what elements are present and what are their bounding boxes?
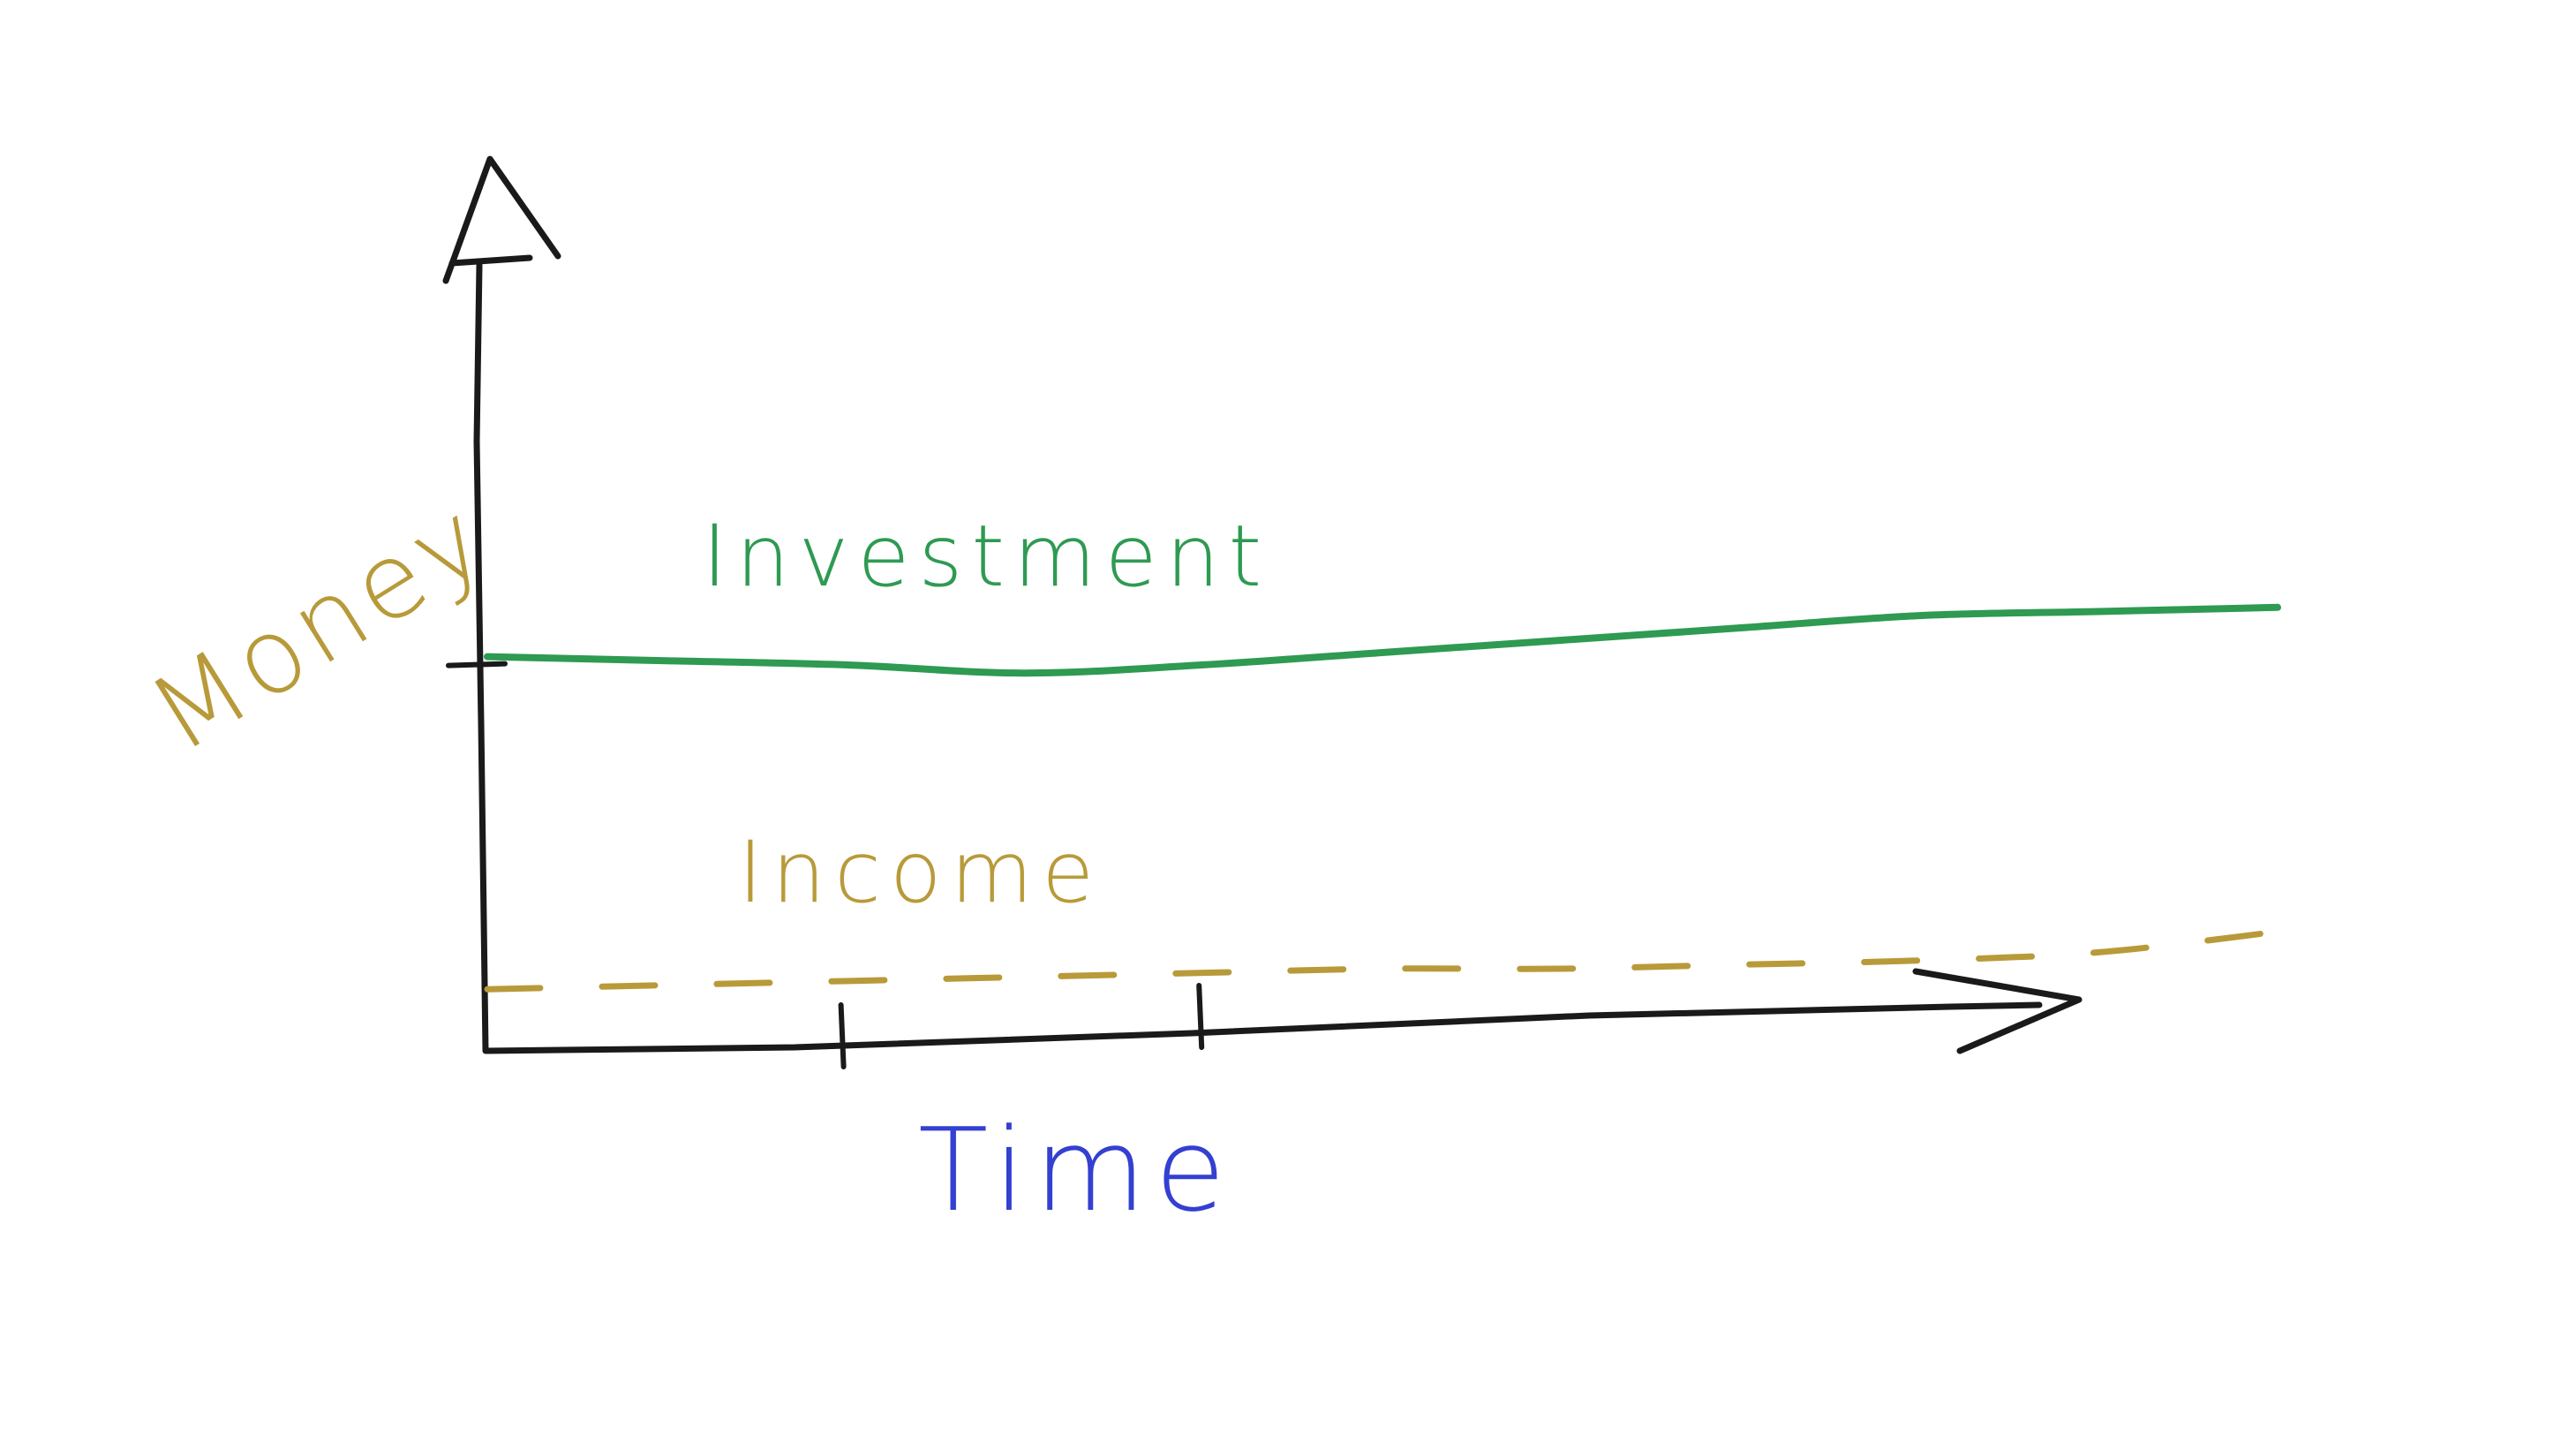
series-label-income: Income [738,823,1103,922]
axes [442,155,2083,1054]
series-label-investment: Investment [702,507,1270,606]
tick-layer [446,661,1205,1069]
series-line-investment [484,603,2281,677]
x-tick-1 [838,1002,847,1069]
series-line-income [484,928,2281,993]
x-axis-line [484,1001,2043,1054]
x-axis-arrowhead [1912,968,2083,1054]
series-layer: Investment Income [484,507,2281,993]
y-axis-label: Money [130,475,509,775]
y-axis-arrowhead [442,155,561,284]
x-tick-2 [1196,983,1205,1050]
y-tick-1 [446,661,508,668]
y-axis-line [473,261,489,1054]
x-axis-label: Time [918,1103,1234,1237]
